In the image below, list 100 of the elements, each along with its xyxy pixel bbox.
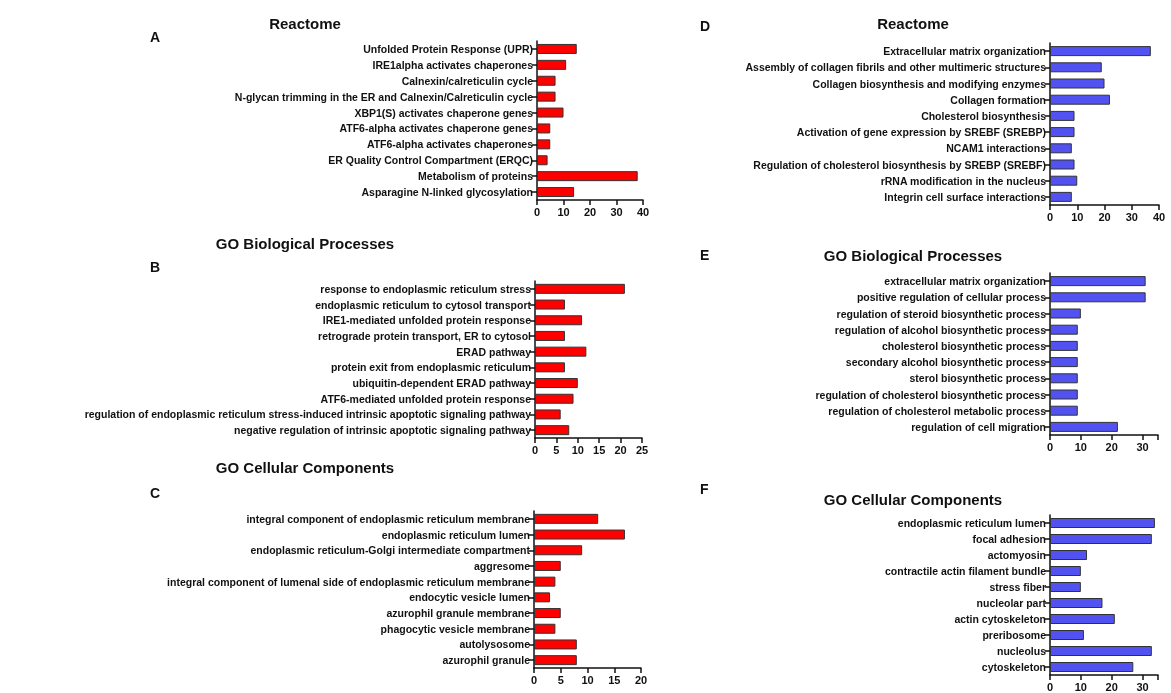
text: E (700, 247, 710, 263)
bar (1050, 175, 1078, 186)
text: A (150, 29, 161, 45)
y-tick-label: phagocytic vesicle membrane (380, 622, 531, 635)
y-tick-label: endoplasmic reticulum lumen (381, 528, 530, 541)
bar (1050, 78, 1105, 89)
x-tick-label: 10 (557, 205, 570, 218)
x-tick-label: 15 (608, 673, 621, 686)
y-tick-label: cytoskeleton (981, 661, 1046, 673)
bar (1050, 389, 1078, 400)
bar (1050, 62, 1102, 73)
bar (535, 378, 578, 389)
y-tick-label: Assembly of collagen fibrils and other multimeric structures (745, 61, 1047, 74)
x-tick-label: 25 (635, 443, 649, 456)
y-tick-label: Metabolism of proteins (418, 170, 534, 183)
y-tick-label: actomyosin (987, 549, 1046, 561)
y-tick-label: azurophil granule membrane (386, 607, 531, 620)
bar (1050, 405, 1078, 416)
y-tick-label: regulation of cholesterol biosynthetic process (815, 388, 1047, 401)
bar (534, 560, 561, 571)
y-tick-label: regulation of endoplasmic reticulum stress-induced intrinsic apoptotic signaling pathway (84, 408, 532, 421)
y-tick-label: XBP1(S) activates chaperone genes (354, 106, 534, 119)
x-tick-label: 0 (533, 205, 541, 218)
y-tick-label: Activation of gene expression by SREBF (SREBP) (796, 126, 1046, 139)
bar (1050, 276, 1146, 287)
y-tick-label: Collagen biosynthesis and modifying enzymes (812, 77, 1047, 90)
y-tick-label: N-glycan trimming in the ER and Calnexin/Calreticulin cycle (234, 90, 534, 103)
bar (535, 315, 583, 326)
y-tick-label: response to endoplasmic reticulum stress (320, 282, 532, 295)
x-tick-label: 40 (636, 205, 650, 218)
bar (1050, 373, 1078, 384)
y-tick-label: azurophil granule (442, 654, 531, 667)
x-tick-label: 0 (530, 673, 538, 686)
bar (535, 299, 565, 310)
bar (535, 362, 565, 373)
bar (1050, 662, 1134, 672)
x-tick-label: 0 (1046, 210, 1054, 223)
bar (537, 155, 548, 166)
bar (534, 529, 625, 540)
bar (537, 43, 577, 54)
x-tick-label: 0 (1046, 440, 1054, 453)
x-tick-label: 30 (1125, 210, 1138, 223)
text: B (150, 259, 161, 275)
bar (1050, 308, 1081, 319)
bar (534, 545, 583, 556)
bar (537, 139, 551, 150)
x-tick-label: 20 (1105, 680, 1118, 693)
y-tick-label: endocytic vesicle lumen (409, 591, 530, 604)
bar (1050, 534, 1152, 544)
y-tick-label: nucleolus (996, 645, 1047, 657)
bar (1050, 46, 1151, 57)
bar (1050, 550, 1088, 560)
y-tick-label: sterol biosynthetic process (909, 372, 1047, 385)
y-tick-label: focal adhesion (972, 533, 1046, 545)
bar (1050, 191, 1072, 202)
x-tick-label: 10 (581, 673, 594, 686)
y-tick-label: Regulation of cholesterol biosynthesis by SREBP (SREBF) (753, 158, 1046, 171)
bar (534, 623, 556, 634)
bar (1050, 110, 1075, 121)
x-tick-label: 40 (1152, 210, 1166, 223)
y-tick-label: ATF6-mediated unfolded protein response (320, 392, 532, 405)
y-tick-label: regulation of cell migration (911, 420, 1046, 433)
y-tick-label: stress fiber (989, 581, 1046, 593)
bar (1050, 566, 1081, 576)
bar (537, 91, 556, 102)
bar (535, 346, 587, 357)
y-tick-label: negative regulation of intrinsic apoptotic signaling pathway (234, 424, 532, 437)
y-tick-label: actin cytoskeleton (954, 613, 1046, 625)
y-tick-label: Extracellular matrix organization (883, 45, 1046, 58)
y-tick-label: aggresome (473, 559, 531, 572)
y-tick-label: ER Quality Control Compartment (ERQC) (328, 154, 533, 167)
y-tick-label: endoplasmic reticulum lumen (897, 517, 1046, 529)
x-tick-label: 5 (557, 673, 564, 686)
x-tick-label: 20 (583, 205, 597, 218)
bar (1050, 598, 1103, 608)
x-tick-label: 20 (1098, 210, 1111, 223)
bar (537, 107, 564, 118)
text: GO Cellular Components (215, 459, 395, 476)
x-tick-label: 20 (634, 673, 648, 686)
text: D (700, 18, 711, 34)
y-tick-label: extracellular matrix organization (884, 275, 1046, 288)
x-tick-label: 30 (610, 205, 623, 218)
x-tick-label: 10 (571, 443, 584, 456)
bar (1050, 143, 1072, 154)
bar (535, 425, 570, 436)
bar (534, 576, 556, 587)
y-tick-label: NCAM1 interactions (946, 142, 1047, 155)
text: F (700, 481, 709, 497)
y-tick-label: contractile actin filament bundle (884, 565, 1047, 577)
bar (534, 513, 599, 524)
y-tick-label: Unfolded Protein Response (UPR) (363, 42, 533, 55)
bar (1050, 127, 1075, 138)
y-tick-label: Collagen formation (950, 93, 1046, 106)
x-tick-label: 10 (1074, 440, 1087, 453)
bar (1050, 324, 1078, 335)
x-tick-label: 20 (1105, 440, 1118, 453)
bar (534, 639, 577, 650)
y-tick-label: cholesterol biosynthetic process (882, 339, 1047, 352)
y-tick-label: nucleolar part (976, 597, 1047, 609)
y-tick-label: ATF6-alpha activates chaperones (366, 138, 534, 151)
